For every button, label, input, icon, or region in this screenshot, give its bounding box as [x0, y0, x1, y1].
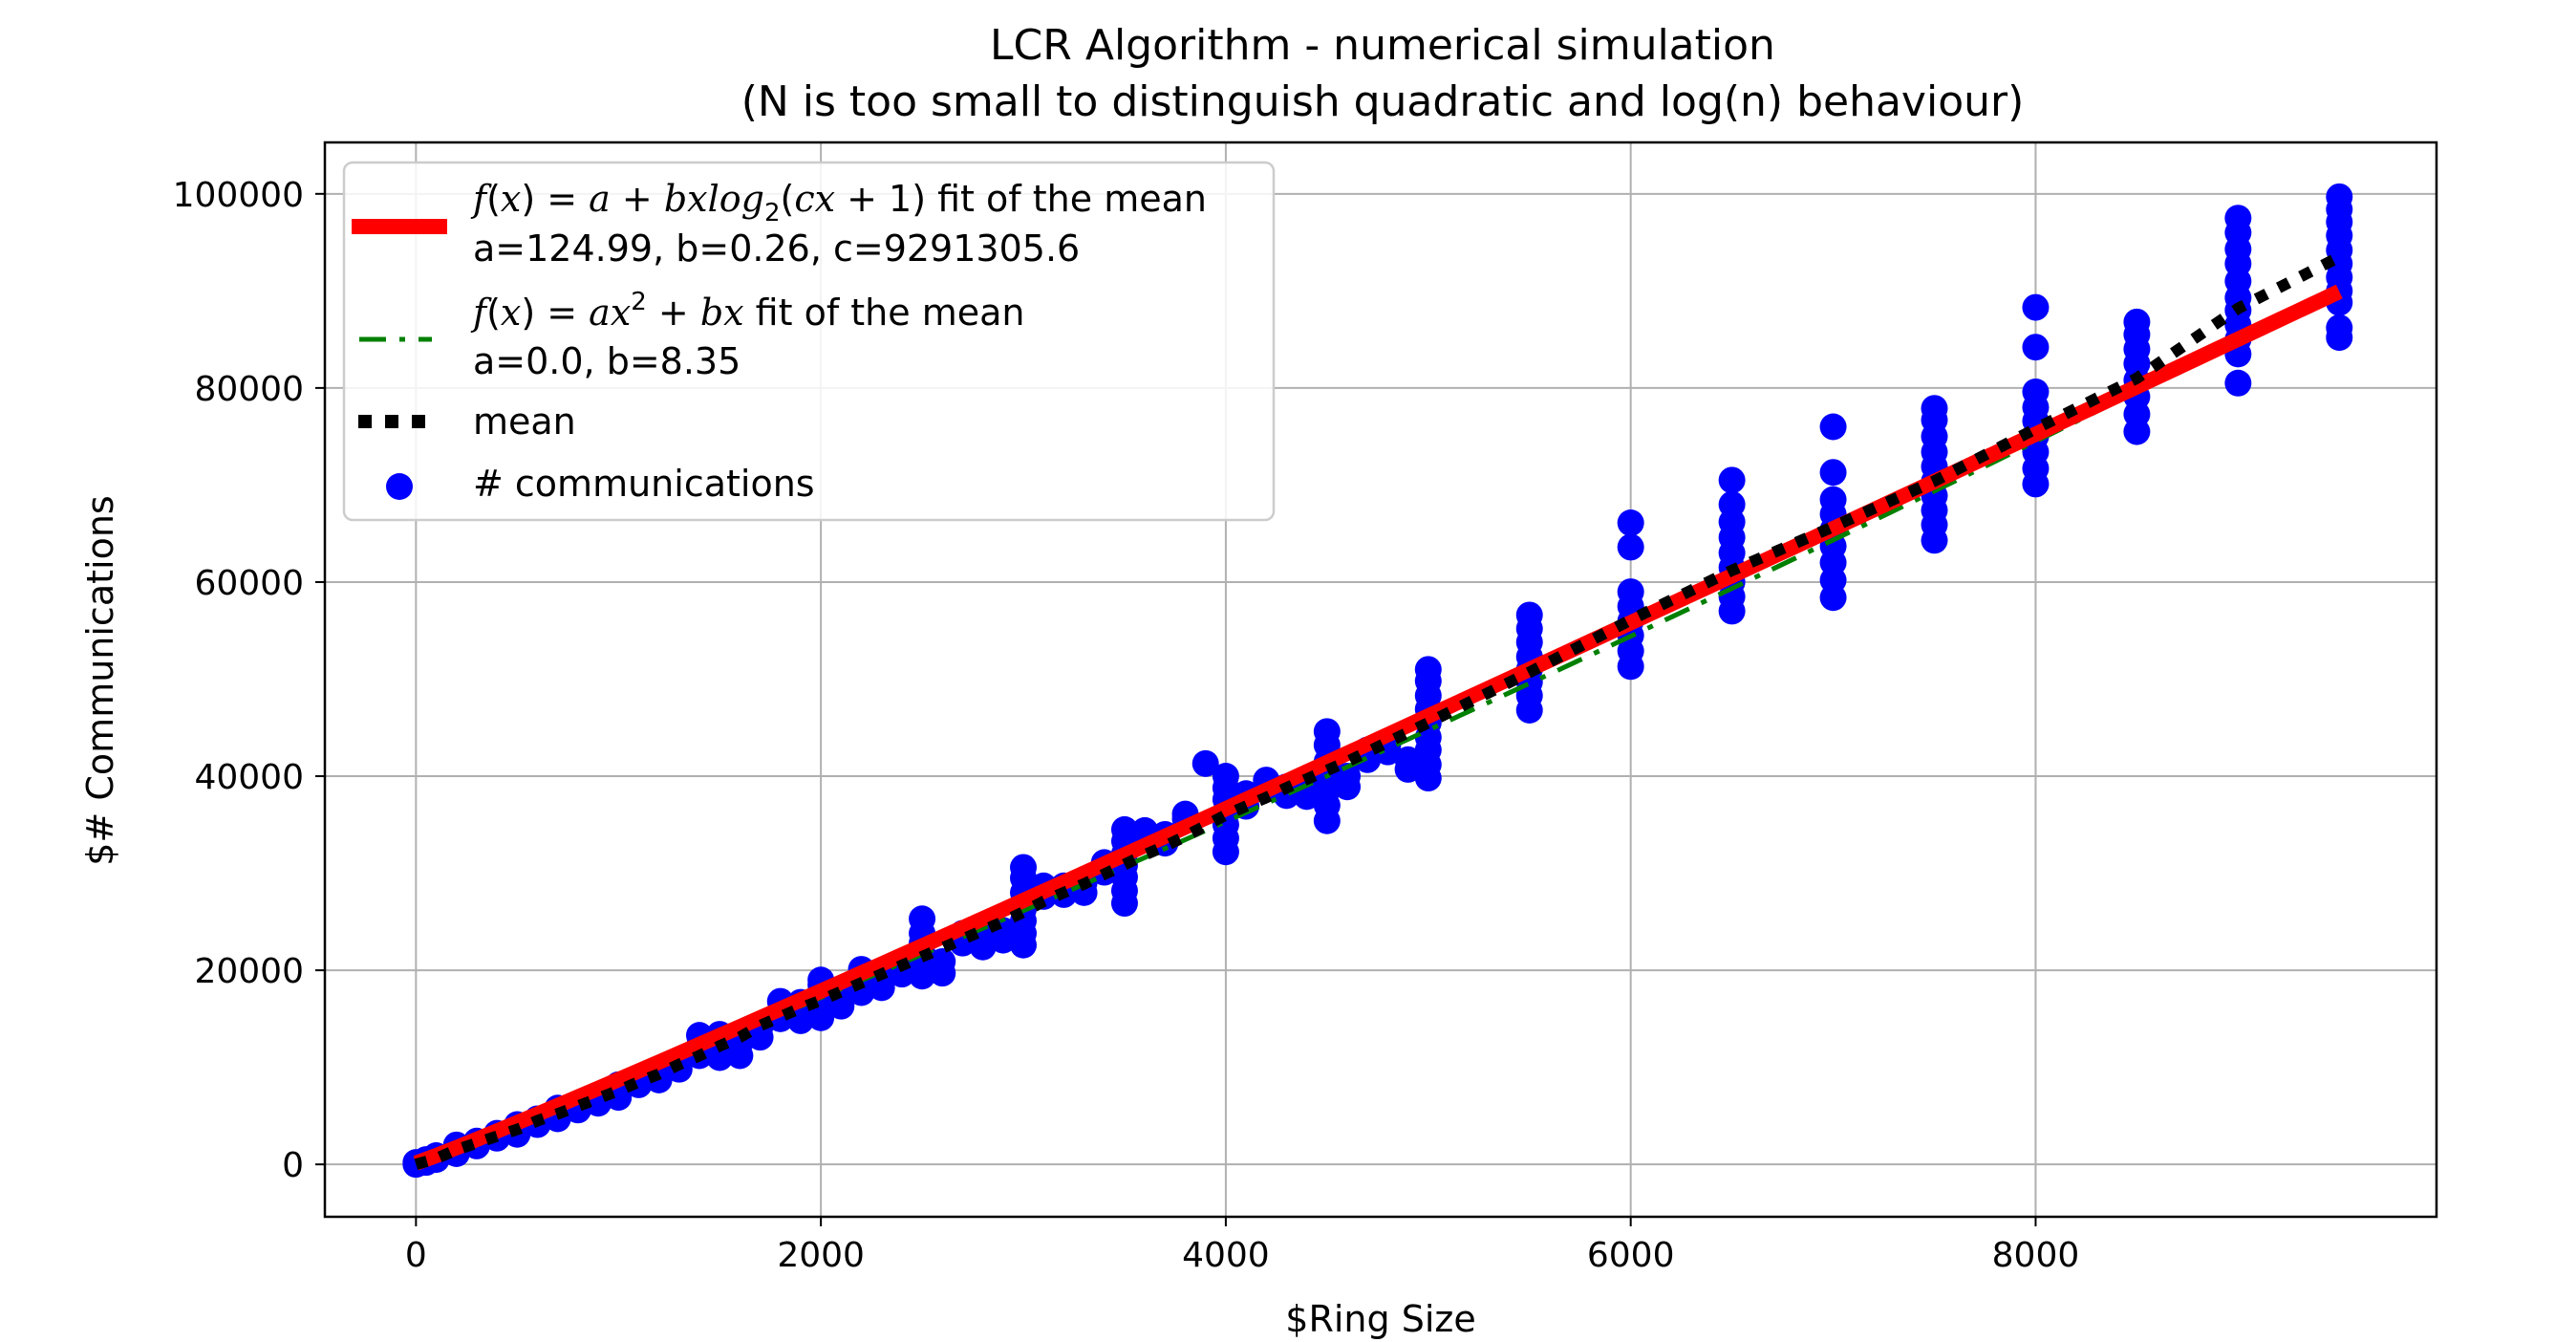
scatter-point	[1212, 763, 1239, 790]
scatter-point	[2123, 308, 2151, 336]
legend-label-mean: mean	[473, 400, 576, 443]
mean-dotted-line	[414, 251, 2343, 1170]
scatter-point	[929, 947, 956, 975]
scatter-point	[2022, 378, 2050, 405]
scatter-point	[1718, 490, 1746, 518]
chart-subtitle: (N is too small to distinguish quadratic…	[741, 77, 2025, 126]
scatter-point	[2224, 205, 2252, 232]
scatter-point	[1191, 749, 1219, 777]
scatter-point	[2326, 183, 2353, 210]
scatter-point	[1617, 578, 1644, 606]
x-tick-label: 6000	[1587, 1236, 1675, 1275]
legend-params-quad-fit: a=0.0, b=8.35	[473, 340, 741, 382]
x-tick-label: 4000	[1182, 1236, 1270, 1275]
legend-mean-dot-1	[358, 415, 372, 428]
y-tick-label: 60000	[194, 564, 304, 603]
scatter-point	[1010, 854, 1038, 881]
scatter-point	[2224, 369, 2252, 397]
scatter-point	[1819, 459, 1847, 487]
scatter-point	[2022, 293, 2050, 321]
log-fit-line	[413, 284, 2343, 1171]
x-tick-label: 0	[405, 1236, 427, 1275]
scatter-point	[1110, 815, 1138, 843]
axis-ticks: 0 2000 4000 6000 800002000040000600008000010…	[173, 176, 2080, 1275]
legend-box	[342, 161, 1276, 522]
x-axis-label: $Ring Size	[1285, 1298, 1475, 1340]
legend: f(x) = a + bxlog2(cx + 1) fit of the mea…	[342, 161, 1276, 522]
mean-line	[414, 251, 2343, 1170]
legend-params-log-fit: a=124.99, b=0.26, c=9291305.6	[473, 227, 1080, 270]
legend-label-quad-fit: f(x) = ax2 + bx fit of the mean	[470, 288, 1024, 334]
scatter-point	[1394, 746, 1422, 773]
legend-mean-dot-2	[385, 415, 398, 428]
scatter-point	[2326, 314, 2353, 341]
plot-area-frame	[323, 141, 2438, 1219]
legend-label-log-fit: f(x) = a + bxlog2(cx + 1) fit of the mea…	[470, 178, 1207, 227]
scatter-point	[909, 905, 936, 933]
scatter-point	[2022, 334, 2050, 361]
scatter-point	[1819, 413, 1847, 441]
legend-mean-dot-3	[412, 415, 425, 428]
scatter-point	[1921, 395, 1948, 422]
scatter-point	[1313, 718, 1341, 746]
y-tick-label: 20000	[194, 952, 304, 991]
y-tick-label: 40000	[194, 758, 304, 797]
y-tick-label: 0	[282, 1146, 304, 1185]
scatter-point	[1414, 656, 1442, 683]
legend-swatch-scatter	[386, 473, 413, 500]
y-tick-label: 100000	[173, 176, 304, 215]
scatter-point	[1819, 486, 1847, 513]
y-axis-label: $# Communications	[79, 495, 121, 865]
scatter-point	[1617, 533, 1644, 561]
legend-swatch-mean	[358, 415, 425, 428]
x-tick-label: 8000	[1992, 1236, 2080, 1275]
chart-title: LCR Algorithm - numerical simulation	[990, 21, 1775, 70]
scatter-point	[1718, 466, 1746, 494]
scatter-point	[1334, 763, 1362, 790]
legend-label-scatter: # communications	[473, 463, 815, 505]
x-tick-label: 2000	[777, 1236, 865, 1275]
y-tick-label: 80000	[194, 370, 304, 409]
fit-lines	[413, 284, 2343, 1171]
scatter-point	[1515, 601, 1543, 629]
scatter-point	[1617, 509, 1644, 537]
